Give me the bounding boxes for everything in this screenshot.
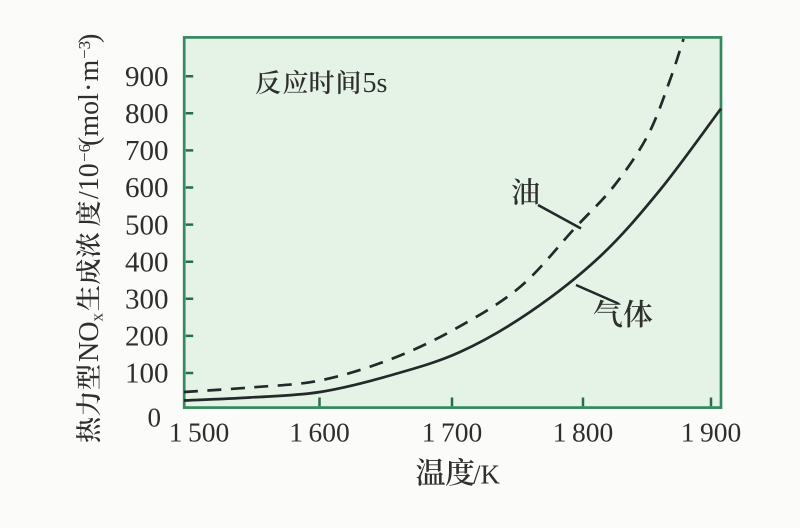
svg-text:1 800: 1 800 xyxy=(553,417,614,448)
svg-text:−3: −3 xyxy=(75,41,94,59)
svg-text:1 500: 1 500 xyxy=(169,417,230,448)
svg-text:900: 900 xyxy=(125,61,169,93)
svg-text:(mol: (mol xyxy=(74,93,105,146)
svg-text:−6: −6 xyxy=(75,144,94,162)
svg-text:400: 400 xyxy=(125,246,169,278)
svg-text:/10: /10 xyxy=(74,163,105,199)
svg-text:300: 300 xyxy=(125,284,169,316)
svg-text:600: 600 xyxy=(125,172,169,204)
svg-text:1 600: 1 600 xyxy=(289,417,350,448)
svg-text:500: 500 xyxy=(125,209,169,241)
svg-text:m: m xyxy=(74,60,105,82)
svg-text:800: 800 xyxy=(125,98,169,130)
svg-text:): ) xyxy=(74,34,105,43)
svg-text:5s: 5s xyxy=(363,68,388,99)
svg-text:·: · xyxy=(74,83,105,92)
svg-text:NO: NO xyxy=(74,322,105,362)
svg-text:x: x xyxy=(88,313,107,322)
svg-text:700: 700 xyxy=(125,135,169,167)
svg-text:100: 100 xyxy=(125,358,169,390)
svg-text:/K: /K xyxy=(473,459,501,489)
svg-text:200: 200 xyxy=(125,321,169,353)
svg-text:1 700: 1 700 xyxy=(422,417,483,448)
svg-text:1 900: 1 900 xyxy=(681,417,742,448)
svg-text:0: 0 xyxy=(148,402,162,432)
